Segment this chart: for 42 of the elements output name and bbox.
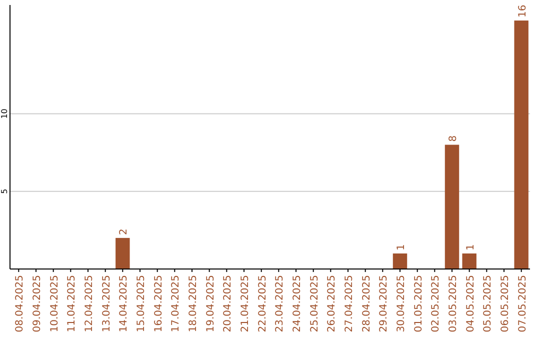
x-tick-label: 19.04.2025 (205, 275, 216, 332)
x-tick-label: 11.04.2025 (66, 275, 78, 332)
x-tick-label: 21.04.2025 (240, 275, 251, 332)
bar (462, 253, 476, 269)
x-tick-label: 24.04.2025 (292, 275, 303, 332)
data-label: 16 (517, 4, 528, 18)
x-tick-label: 14.04.2025 (118, 275, 130, 332)
bar (116, 238, 130, 269)
y-tick-label: 5 (0, 188, 9, 194)
x-tick-label: 18.04.2025 (188, 275, 199, 332)
bar (514, 20, 528, 269)
x-tick-label: 25.04.2025 (309, 275, 320, 332)
bar (392, 253, 408, 269)
x-tick-label: 03.05.2025 (448, 275, 459, 332)
x-tick-label: 30.04.2025 (396, 275, 407, 332)
x-tick-label: 02.05.2025 (430, 275, 442, 332)
x-tick-label: 22.04.2025 (257, 275, 268, 332)
x-tick-label: 15.04.2025 (136, 275, 147, 332)
x-tick-label: 01.05.2025 (413, 275, 424, 332)
x-tick-label: 06.05.2025 (500, 275, 511, 332)
bar (444, 144, 460, 269)
data-label: 8 (448, 135, 459, 142)
x-tick-label: 08.04.2025 (14, 275, 26, 332)
x-tick-label: 29.04.2025 (378, 275, 390, 332)
x-tick-label: 28.04.2025 (361, 275, 372, 332)
x-tick-label: 09.04.2025 (32, 275, 43, 332)
x-tick-label: 17.04.2025 (170, 275, 182, 332)
x-tick-label: 12.04.2025 (84, 275, 95, 332)
data-label: 1 (465, 244, 476, 250)
x-tick-label: 26.04.2025 (326, 275, 338, 332)
data-label: 2 (118, 228, 130, 235)
x-tick-label: 04.05.2025 (465, 275, 476, 332)
x-tick-label: 05.05.2025 (482, 275, 494, 332)
x-tick-label: 10.04.2025 (49, 275, 60, 332)
x-tick-label: 07.05.2025 (517, 275, 528, 332)
x-tick-label: 16.04.2025 (153, 275, 164, 332)
x-tick-label: 20.04.2025 (222, 275, 234, 332)
data-label: 1 (396, 244, 407, 250)
y-tick-label: 10 (0, 108, 9, 119)
x-tick-label: 23.04.2025 (274, 275, 286, 332)
x-tick-label: 13.04.2025 (101, 275, 112, 332)
x-tick-label: 27.04.2025 (344, 275, 355, 332)
